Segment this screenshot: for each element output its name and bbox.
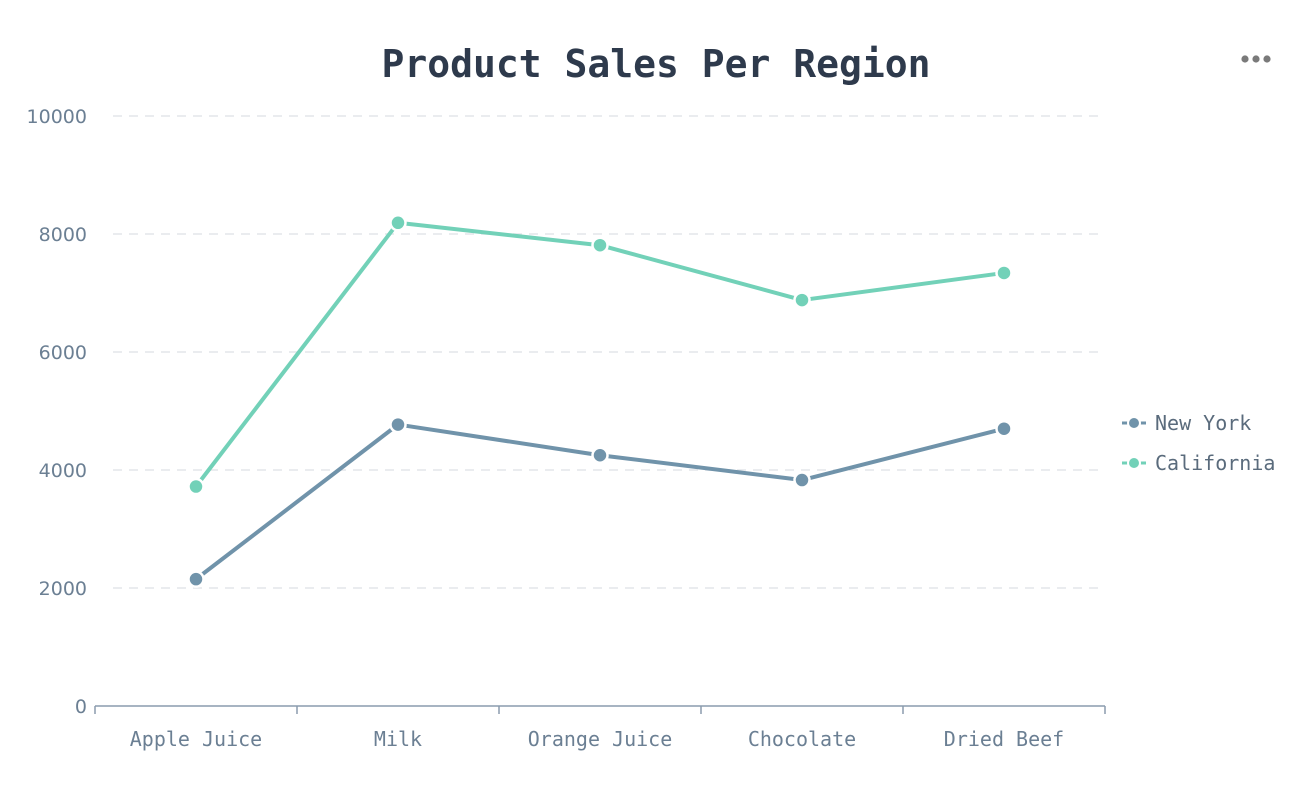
y-tick-label: 0: [75, 696, 87, 718]
chart-title: Product Sales Per Region: [381, 42, 930, 86]
data-point[interactable]: [187, 570, 205, 588]
grid-lines: [113, 115, 1105, 589]
x-tick-label: Dried Beef: [944, 727, 1064, 751]
data-point[interactable]: [187, 477, 205, 496]
series-new-york: [187, 415, 1013, 588]
x-tick-label: Chocolate: [748, 727, 856, 751]
more-horizontal-icon: [1241, 55, 1271, 63]
data-point[interactable]: [591, 236, 609, 254]
data-point[interactable]: [389, 415, 407, 434]
legend-item[interactable]: New York: [1122, 411, 1251, 435]
x-tick-label: Milk: [374, 727, 422, 751]
series-california: [187, 214, 1013, 496]
y-tick-label: 10000: [27, 106, 87, 128]
legend-label: New York: [1155, 411, 1251, 435]
data-point[interactable]: [793, 291, 811, 309]
more-options-button[interactable]: [1232, 44, 1278, 74]
legend[interactable]: New York California: [1122, 411, 1275, 475]
data-point[interactable]: [591, 446, 609, 464]
legend-marker-icon: [1127, 416, 1141, 430]
data-point[interactable]: [995, 419, 1013, 438]
data-point[interactable]: [995, 264, 1013, 282]
x-tick-label: Orange Juice: [528, 727, 673, 751]
y-tick-label: 4000: [39, 460, 87, 482]
data-point[interactable]: [389, 214, 407, 232]
y-tick-label: 2000: [39, 578, 87, 600]
data-point[interactable]: [793, 471, 811, 489]
legend-label: California: [1155, 451, 1275, 475]
y-tick-label: 6000: [39, 342, 87, 364]
series-lines: [187, 214, 1013, 588]
legend-item[interactable]: California: [1122, 451, 1275, 475]
axes: 0 2000 4000 6000 8000 10000 Apple Juice Milk Ora…: [27, 106, 1106, 751]
legend-marker-icon: [1127, 456, 1141, 470]
y-tick-label: 8000: [39, 224, 87, 246]
x-tick-label: Apple Juice: [130, 727, 262, 751]
